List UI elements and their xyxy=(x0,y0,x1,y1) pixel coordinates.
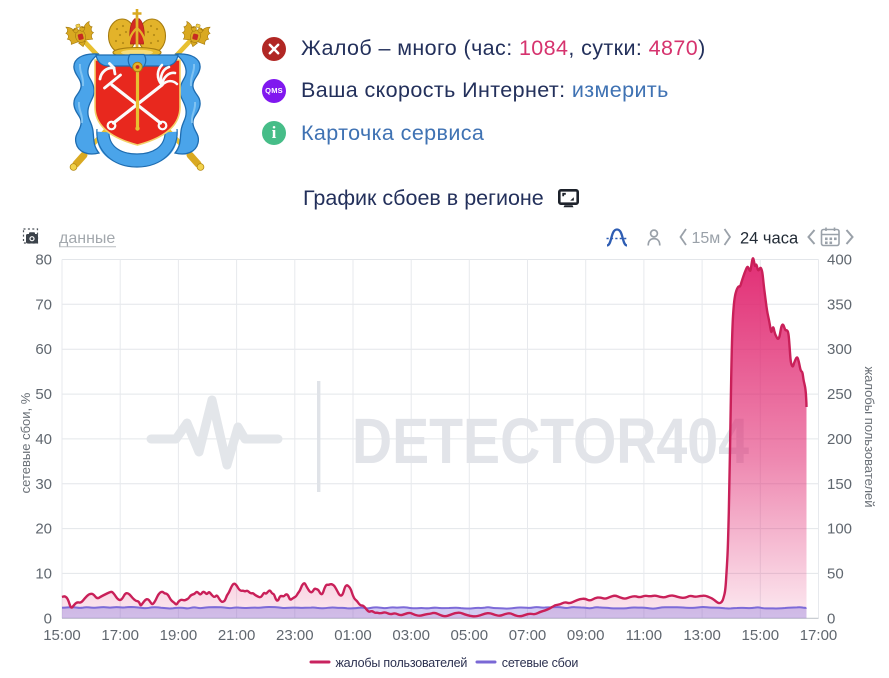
svg-text:DETECTOR404: DETECTOR404 xyxy=(352,405,749,477)
svg-text:300: 300 xyxy=(827,341,852,358)
svg-text:0: 0 xyxy=(827,610,835,627)
svg-text:15:00: 15:00 xyxy=(43,627,81,644)
svg-text:100: 100 xyxy=(827,521,852,538)
svg-text:03:00: 03:00 xyxy=(392,627,430,644)
svg-text:150: 150 xyxy=(827,476,852,493)
svg-text:24 часа: 24 часа xyxy=(740,229,799,247)
svg-text:0: 0 xyxy=(44,610,52,627)
svg-text:10: 10 xyxy=(35,565,52,582)
svg-text:250: 250 xyxy=(827,386,852,403)
svg-text:07:00: 07:00 xyxy=(509,627,547,644)
svg-text:жалобы пользователей: жалобы пользователей xyxy=(336,656,468,670)
svg-text:60: 60 xyxy=(35,341,52,358)
svg-text:01:00: 01:00 xyxy=(334,627,372,644)
svg-text:сетевые сбои, %: сетевые сбои, % xyxy=(18,392,33,493)
svg-text:15м: 15м xyxy=(692,230,721,247)
svg-text:жалобы пользователей: жалобы пользователей xyxy=(862,366,877,507)
svg-text:данные: данные xyxy=(59,230,115,247)
svg-text:50: 50 xyxy=(35,386,52,403)
svg-text:09:00: 09:00 xyxy=(567,627,605,644)
svg-text:200: 200 xyxy=(827,431,852,448)
svg-text:19:00: 19:00 xyxy=(160,627,198,644)
svg-text:13:00: 13:00 xyxy=(683,627,721,644)
svg-text:17:00: 17:00 xyxy=(101,627,139,644)
svg-text:сетевые сбои: сетевые сбои xyxy=(502,656,579,670)
svg-text:21:00: 21:00 xyxy=(218,627,256,644)
svg-text:50: 50 xyxy=(827,565,844,582)
svg-text:70: 70 xyxy=(35,296,52,313)
svg-text:30: 30 xyxy=(35,476,52,493)
svg-text:20: 20 xyxy=(35,521,52,538)
svg-text:40: 40 xyxy=(35,431,52,448)
svg-text:400: 400 xyxy=(827,252,852,269)
svg-text:05:00: 05:00 xyxy=(451,627,489,644)
svg-text:80: 80 xyxy=(35,252,52,269)
svg-text:11:00: 11:00 xyxy=(626,627,662,644)
svg-text:23:00: 23:00 xyxy=(276,627,314,644)
svg-text:350: 350 xyxy=(827,296,852,313)
svg-text:15:00: 15:00 xyxy=(742,627,780,644)
svg-text:17:00: 17:00 xyxy=(800,627,838,644)
